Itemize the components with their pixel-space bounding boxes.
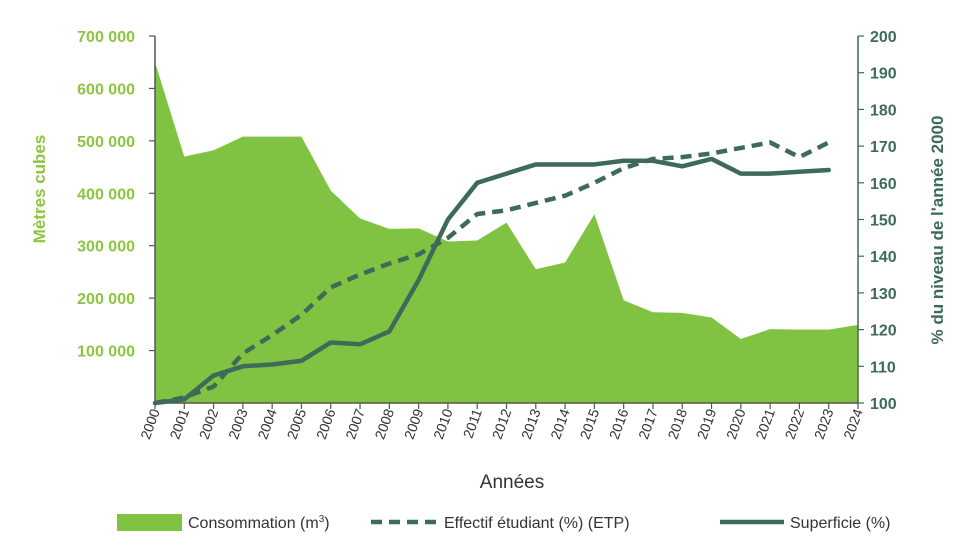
x-tick-label: 2003 [225,406,251,441]
x-tick-label: 2019 [694,406,720,441]
legend-label-enrollment: Effectif étudiant (%) (ETP) [444,515,630,532]
left-tick-label: 300 000 [77,239,135,256]
x-tick-label: 2023 [811,406,837,441]
right-tick-label: 100 [870,396,897,413]
x-tick-label: 2017 [635,406,661,441]
right-tick-label: 190 [870,66,897,83]
x-tick-label: 2006 [313,406,339,441]
enrollment-line [154,140,830,406]
legend-swatch-consumption [117,514,182,531]
right-axis-title: % du niveau de l'année 2000 [928,116,947,345]
x-tick-label: 2015 [577,406,603,441]
x-tick-label: 2004 [254,406,280,441]
x-tick-label: 2010 [430,406,456,441]
right-tick-label: 110 [870,359,896,376]
x-tick-label: 2000 [137,406,163,441]
x-tick-label: 2014 [547,406,573,441]
left-tick-label: 100 000 [77,344,135,361]
x-tick-label: 2021 [752,406,778,441]
x-tick-label: 2012 [489,406,515,441]
x-tick-label: 2001 [166,406,192,441]
right-tick-label: 120 [870,323,897,340]
right-tick-label: 180 [870,102,897,119]
legend-label-consumption: Consommation (m3) [188,514,330,532]
left-tick-label: 700 000 [77,29,135,46]
left-tick-label: 400 000 [77,186,135,203]
left-axis-ticks: 100 000 200 000 300 000 400 000 500 000 600 0… [77,29,155,361]
right-tick-label: 170 [870,139,897,156]
x-tick-label: 2002 [196,406,222,441]
x-axis-title: Années [480,472,544,493]
right-tick-label: 130 [870,286,897,303]
legend: Consommation (m3) Effectif étudiant (%) … [117,514,890,532]
x-tick-label: 2009 [401,406,427,441]
lines-layer [152,140,831,406]
left-tick-label: 600 000 [77,81,135,98]
area-sqft-line [152,156,831,406]
x-tick-label: 2011 [460,406,485,440]
x-tick-label: 2008 [371,406,397,441]
right-axis-ticks: 100 110 120 130 140 150 160 170 180 190 200 [858,29,897,413]
consumption-area-layer [155,62,858,403]
right-tick-label: 150 [870,213,897,230]
x-axis-ticks: 2000 2001 2002 2003 2004 2005 2006 2007 2008 2009… [137,403,866,441]
consumption-area [155,62,858,403]
x-tick-label: 2016 [606,406,632,441]
x-tick-label: 2007 [342,406,368,441]
x-tick-label: 2005 [284,406,310,441]
x-tick-label: 2013 [518,406,544,441]
x-tick-label: 2024 [840,406,866,441]
x-tick-label: 2022 [782,406,808,441]
legend-label-area: Superficie (%) [790,515,890,532]
left-tick-label: 500 000 [77,134,135,151]
left-tick-label: 200 000 [77,291,135,308]
right-tick-label: 200 [870,29,897,46]
right-tick-label: 140 [870,249,897,266]
right-tick-label: 160 [870,176,897,193]
x-tick-label: 2020 [723,406,749,441]
left-axis-title: Mètres cubes [30,135,49,244]
x-tick-label: 2018 [664,406,690,441]
